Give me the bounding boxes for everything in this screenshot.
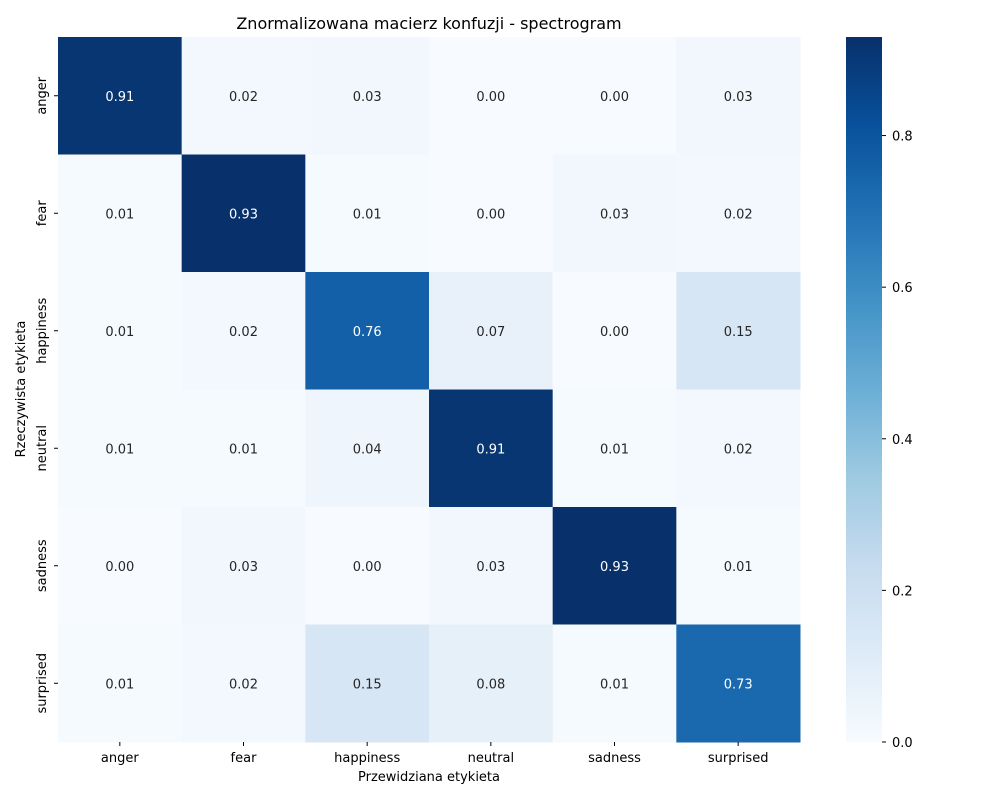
heatmap-cell bbox=[676, 624, 801, 743]
heatmap-cell bbox=[305, 272, 430, 390]
cell-value-label: 0.15 bbox=[724, 325, 753, 340]
heatmap-cell bbox=[429, 624, 554, 743]
cell-value-label: 0.15 bbox=[353, 677, 382, 692]
chart-title: Znormalizowana macierz konfuzji - spectr… bbox=[236, 14, 621, 33]
heatmap-cell bbox=[181, 154, 306, 273]
y-tick-label: anger bbox=[35, 76, 50, 114]
heatmap-cell bbox=[58, 37, 183, 155]
colorbar-tick-label: 0.2 bbox=[892, 584, 913, 599]
cell-value-label: 0.01 bbox=[724, 560, 753, 575]
heatmap-cell bbox=[552, 37, 677, 155]
heatmap-cell bbox=[305, 154, 430, 273]
heatmap-cell bbox=[305, 507, 430, 625]
heatmap-cell bbox=[305, 37, 430, 155]
cell-value-label: 0.01 bbox=[105, 442, 134, 457]
heatmap-cell bbox=[305, 389, 430, 508]
heatmap-cell bbox=[429, 507, 554, 625]
cell-value-label: 0.93 bbox=[229, 207, 258, 222]
x-axis-label: Przewidziana etykieta bbox=[358, 770, 500, 785]
heatmap-cell bbox=[58, 624, 183, 743]
heatmap-cell bbox=[181, 37, 306, 155]
cell-value-label: 0.02 bbox=[229, 90, 258, 105]
cell-value-label: 0.01 bbox=[353, 207, 382, 222]
cell-value-label: 0.07 bbox=[476, 325, 505, 340]
cell-value-label: 0.00 bbox=[353, 560, 382, 575]
cell-value-label: 0.04 bbox=[353, 442, 382, 457]
cell-value-label: 0.01 bbox=[600, 442, 629, 457]
cell-value-label: 0.00 bbox=[105, 560, 134, 575]
y-tick-label: happiness bbox=[35, 297, 50, 363]
cell-value-label: 0.03 bbox=[724, 90, 753, 105]
cell-value-label: 0.03 bbox=[476, 560, 505, 575]
y-tick-label: surprised bbox=[35, 653, 50, 714]
x-tick-label: surprised bbox=[708, 751, 769, 766]
y-axis-ticks: anger fear happiness neutral sadness surprise… bbox=[35, 76, 58, 714]
cell-value-label: 0.00 bbox=[600, 90, 629, 105]
heatmap-cell bbox=[429, 389, 554, 508]
colorbar-tick-label: 0.4 bbox=[892, 433, 913, 448]
x-tick-label: anger bbox=[101, 751, 139, 766]
cell-value-label: 0.08 bbox=[476, 677, 505, 692]
heatmap-cell bbox=[181, 272, 306, 390]
heatmap-cell bbox=[552, 272, 677, 390]
heatmap-cell bbox=[181, 507, 306, 625]
y-tick-label: neutral bbox=[35, 425, 50, 472]
cell-value-label: 0.03 bbox=[600, 207, 629, 222]
cell-value-label: 0.01 bbox=[600, 677, 629, 692]
x-axis-ticks: anger fear happiness neutral sadness surprise… bbox=[101, 742, 769, 766]
colorbar-tick-label: 0.8 bbox=[892, 130, 913, 145]
colorbar-tick-label: 0.0 bbox=[892, 736, 913, 751]
heatmap-cell bbox=[58, 272, 183, 390]
y-axis-label: Rzeczywista etykieta bbox=[14, 321, 29, 458]
heatmap-cell bbox=[552, 389, 677, 508]
cell-value-label: 0.00 bbox=[600, 325, 629, 340]
heatmap-cell bbox=[58, 154, 183, 273]
x-tick-label: happiness bbox=[334, 751, 400, 766]
colorbar-ticks: 0.0 0.2 0.4 0.6 0.8 bbox=[882, 130, 913, 751]
x-tick-label: fear bbox=[231, 751, 258, 766]
cell-value-label: 0.00 bbox=[476, 90, 505, 105]
cell-value-label: 0.91 bbox=[105, 90, 134, 105]
cell-value-label: 0.02 bbox=[724, 442, 753, 457]
cell-value-label: 0.01 bbox=[105, 677, 134, 692]
heatmap-cell bbox=[552, 154, 677, 273]
y-tick-label: sadness bbox=[35, 539, 50, 592]
heatmap-cells: 0.91 0.02 0.03 0.00 0.00 0.03 0.01 0.93 0.01 0.00… bbox=[58, 37, 801, 743]
heatmap-cell bbox=[676, 154, 801, 273]
heatmap-cell bbox=[552, 624, 677, 743]
heatmap-cell bbox=[58, 389, 183, 508]
cell-value-label: 0.00 bbox=[476, 207, 505, 222]
cell-value-label: 0.02 bbox=[229, 677, 258, 692]
y-tick-label: fear bbox=[35, 200, 50, 227]
heatmap-cell bbox=[305, 624, 430, 743]
heatmap-cell bbox=[429, 154, 554, 273]
colorbar bbox=[846, 37, 882, 742]
cell-value-label: 0.01 bbox=[105, 207, 134, 222]
heatmap-cell bbox=[58, 507, 183, 625]
colorbar-tick-label: 0.6 bbox=[892, 281, 913, 296]
cell-value-label: 0.02 bbox=[724, 207, 753, 222]
heatmap-cell bbox=[552, 507, 677, 625]
heatmap-cell bbox=[676, 507, 801, 625]
cell-value-label: 0.73 bbox=[724, 677, 753, 692]
cell-value-label: 0.02 bbox=[229, 325, 258, 340]
cell-value-label: 0.93 bbox=[600, 560, 629, 575]
x-tick-label: neutral bbox=[468, 751, 515, 766]
cell-value-label: 0.91 bbox=[476, 442, 505, 457]
heatmap-cell bbox=[181, 624, 306, 743]
x-tick-label: sadness bbox=[588, 751, 641, 766]
cell-value-label: 0.76 bbox=[353, 325, 382, 340]
cell-value-label: 0.01 bbox=[229, 442, 258, 457]
cell-value-label: 0.03 bbox=[229, 560, 258, 575]
heatmap-cell bbox=[676, 272, 801, 390]
cell-value-label: 0.03 bbox=[353, 90, 382, 105]
heatmap-cell bbox=[181, 389, 306, 508]
heatmap-cell bbox=[429, 37, 554, 155]
heatmap-cell bbox=[676, 37, 801, 155]
heatmap-cell bbox=[429, 272, 554, 390]
cell-value-label: 0.01 bbox=[105, 325, 134, 340]
heatmap-cell bbox=[676, 389, 801, 508]
